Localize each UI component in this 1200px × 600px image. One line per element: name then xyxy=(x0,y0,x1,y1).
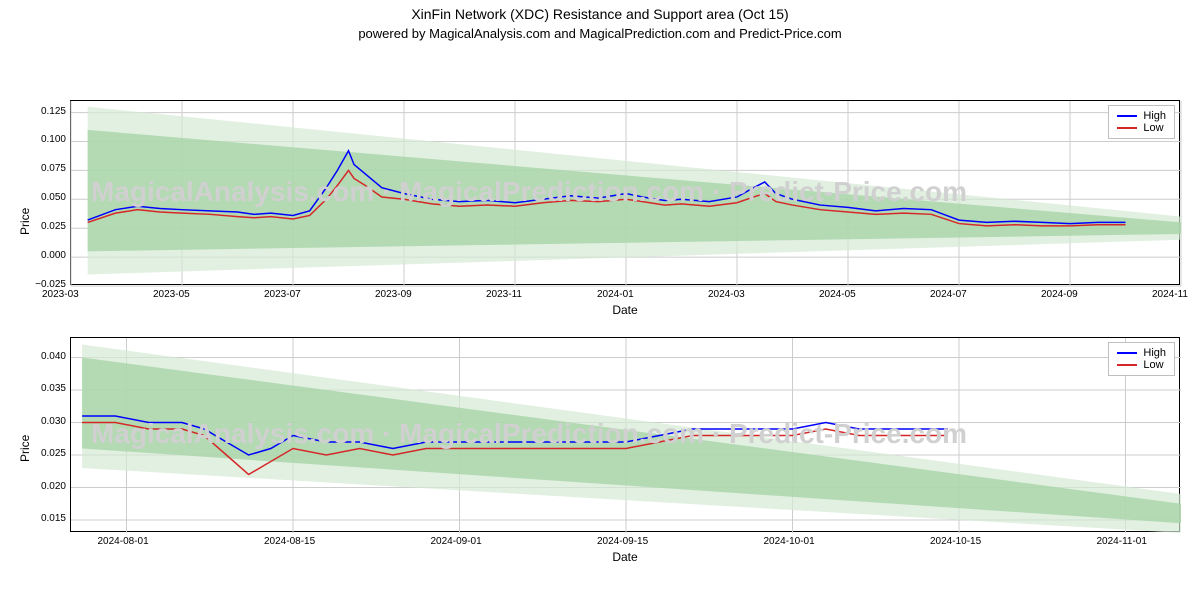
x-tick-label: 2024-03 xyxy=(708,289,745,300)
x-tick-label: 2024-11-01 xyxy=(1097,536,1147,547)
x-axis-label: Date xyxy=(70,303,1180,317)
plot-area-bottom: MagicalAnalysis.com · MagicalPrediction.… xyxy=(70,337,1180,532)
legend-item-low: Low xyxy=(1117,122,1166,134)
x-tick-label: 2023-03 xyxy=(42,289,79,300)
legend: High Low xyxy=(1108,342,1175,376)
legend-label-high: High xyxy=(1143,110,1166,122)
y-tick-label: 0.025 xyxy=(16,448,66,459)
y-tick-label: 0.050 xyxy=(16,192,66,203)
x-tick-label: 2024-07 xyxy=(930,289,967,300)
legend-item-low: Low xyxy=(1117,359,1166,371)
y-tick-label: 0.025 xyxy=(16,221,66,232)
legend-swatch-high xyxy=(1117,352,1137,354)
x-tick-label: 2024-11 xyxy=(1152,289,1188,300)
x-tick-label: 2023-09 xyxy=(375,289,412,300)
x-tick-label: 2024-09-01 xyxy=(431,536,482,547)
y-tick-label: 0.035 xyxy=(16,383,66,394)
legend-item-high: High xyxy=(1117,110,1166,122)
x-tick-label: 2024-10-01 xyxy=(764,536,815,547)
legend-swatch-low xyxy=(1117,364,1137,366)
chart-title: XinFin Network (XDC) Resistance and Supp… xyxy=(0,0,1200,22)
x-tick-label: 2024-09 xyxy=(1041,289,1078,300)
chart-bottom: Price MagicalAnalysis.com · MagicalPredi… xyxy=(0,332,1200,582)
y-tick-label: 0.015 xyxy=(16,513,66,524)
y-tick-label: 0.030 xyxy=(16,416,66,427)
x-tick-label: 2024-08-01 xyxy=(98,536,149,547)
chart-top: Price MagicalAnalysis.com · MagicalPredi… xyxy=(0,45,1200,295)
chart-subtitle: powered by MagicalAnalysis.com and Magic… xyxy=(0,22,1200,45)
plot-area-top: MagicalAnalysis.com · MagicalPrediction.… xyxy=(70,100,1180,285)
x-tick-label: 2024-05 xyxy=(819,289,856,300)
x-tick-label: 2023-11 xyxy=(486,289,522,300)
y-tick-label: −0.025 xyxy=(16,279,66,290)
x-tick-label: 2024-10-15 xyxy=(930,536,981,547)
y-tick-label: 0.020 xyxy=(16,481,66,492)
y-tick-label: 0.040 xyxy=(16,351,66,362)
y-tick-label: 0.100 xyxy=(16,134,66,145)
legend-label-low: Low xyxy=(1143,359,1163,371)
legend-item-high: High xyxy=(1117,347,1166,359)
legend: High Low xyxy=(1108,105,1175,139)
x-tick-label: 2024-08-15 xyxy=(264,536,315,547)
x-tick-label: 2023-07 xyxy=(264,289,301,300)
y-tick-label: 0.000 xyxy=(16,250,66,261)
x-tick-label: 2024-09-15 xyxy=(597,536,648,547)
x-tick-label: 2024-01 xyxy=(597,289,634,300)
legend-swatch-low xyxy=(1117,127,1137,129)
y-tick-label: 0.125 xyxy=(16,106,66,117)
legend-label-low: Low xyxy=(1143,122,1163,134)
legend-label-high: High xyxy=(1143,347,1166,359)
legend-swatch-high xyxy=(1117,115,1137,117)
x-tick-label: 2023-05 xyxy=(153,289,190,300)
x-axis-label: Date xyxy=(70,550,1180,564)
y-tick-label: 0.075 xyxy=(16,163,66,174)
